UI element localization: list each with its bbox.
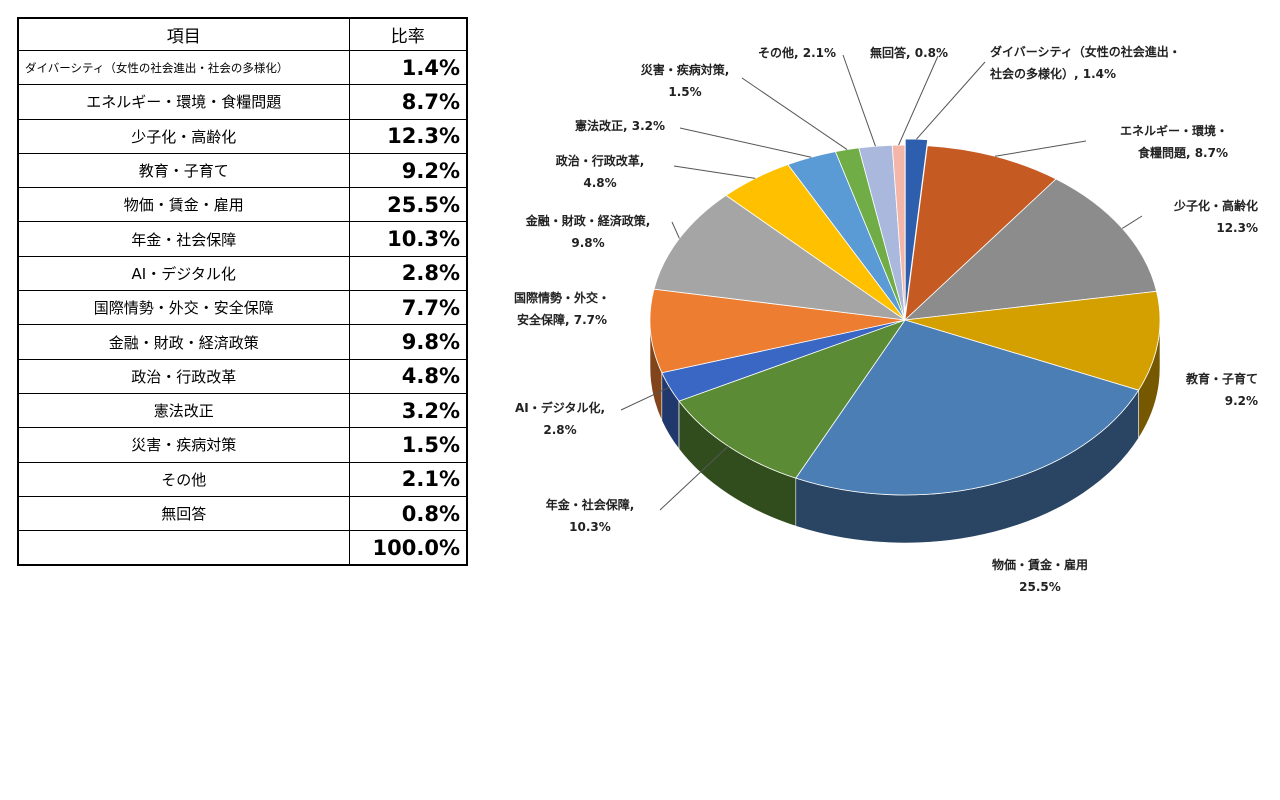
pie-slice-0 [904,138,929,315]
slice-label-0: 社会の多様化）, 1.4% [989,66,1116,81]
pie-slice-8 [653,194,906,321]
leader-line-9 [673,165,756,179]
leader-line-1 [994,140,1087,157]
table-row: 憲法改正 3.2% [17,392,468,429]
slice-label-5: 10.3% [569,520,611,534]
total-item-cell [17,530,350,566]
leader-line-5 [659,445,729,511]
pie-slice-1 [904,145,1057,322]
leader-line-12 [842,54,876,147]
slice-label-9: 政治・行政改革, [556,153,645,168]
pie-slice-3 [904,290,1161,391]
slice-label-1: エネルギー・環境・ [1120,123,1228,138]
ratio-cell: 10.3% [348,221,468,257]
slice-label-7: 安全保障, 7.7% [517,312,607,327]
ratio-cell: 2.8% [348,255,468,292]
table-row: 年金・社会保障 10.3% [17,221,468,257]
total-ratio-cell: 100.0% [348,530,468,566]
leader-line-10 [679,127,812,158]
slice-label-8: 金融・財政・経済政策, [525,213,651,228]
ratio-cell: 4.8% [348,358,468,394]
item-cell: AI・デジタル化 [17,255,350,292]
slice-label-5: 年金・社会保障, [546,497,635,512]
table-row: ダイバーシティ（女性の社会進出・社会の多様化） 1.4% [17,49,468,86]
ratio-table: 項目 比率 ダイバーシティ（女性の社会進出・社会の多様化） 1.4% エネルギー・環… [17,17,468,567]
ratio-cell: 1.5% [348,427,468,463]
ratio-cell: 7.7% [348,290,468,326]
slice-label-9: 4.8% [583,176,616,190]
item-cell: 無回答 [17,495,350,532]
table-header-row: 項目 比率 [17,17,468,51]
slice-label-3: 9.2% [1225,394,1258,408]
table-row: エネルギー・環境・食糧問題 8.7% [17,84,468,120]
item-cell: エネルギー・環境・食糧問題 [17,84,350,120]
slice-label-12: その他, 2.1% [758,45,836,60]
leader-line-8 [671,221,680,239]
slice-label-1: 食糧問題, 8.7% [1137,145,1228,160]
slice-label-7: 国際情勢・外交・ [514,290,610,305]
table-row: 災害・疾病対策 1.5% [17,427,468,463]
slice-label-3: 教育・子育て [1185,371,1258,386]
table-row: 国際情勢・外交・安全保障 7.7% [17,290,468,326]
slice-label-4: 物価・賃金・雇用 [992,557,1088,572]
pie-slice-5 [678,319,907,479]
leader-line-6 [620,386,670,411]
slice-label-13: 無回答, 0.8% [870,45,948,60]
slice-label-4: 25.5% [1019,580,1061,594]
leader-line-11 [741,77,848,150]
item-cell: 物価・賃金・雇用 [17,187,350,223]
ratio-cell: 25.5% [348,187,468,223]
table-total-row: 100.0% [17,530,468,566]
pie-slice-13 [891,144,906,321]
table-row: AI・デジタル化 2.8% [17,255,468,292]
ratio-cell: 0.8% [348,495,468,532]
slice-label-10: 憲法改正, 3.2% [574,118,665,133]
item-cell: 教育・子育て [17,152,350,189]
pie-slice-4 [795,319,1140,496]
slice-label-6: 2.8% [543,423,576,437]
leader-line-0 [916,61,986,140]
slice-label-0: ダイバーシティ（女性の社会進出・ [990,44,1181,59]
slice-label-6: AI・デジタル化, [515,400,605,415]
table-row: 金融・財政・経済政策 9.8% [17,324,468,360]
leader-line-2 [1122,215,1143,229]
ratio-cell: 2.1% [348,461,468,497]
slice-label-11: 災害・疾病対策, [641,62,730,77]
table-row: 無回答 0.8% [17,495,468,532]
leader-line-13 [898,55,939,146]
item-cell: 年金・社会保障 [17,221,350,257]
slice-label-11: 1.5% [668,85,701,99]
item-cell: 金融・財政・経済政策 [17,324,350,360]
header-ratio: 比率 [348,17,468,51]
pie-slice-7 [649,288,906,374]
table-row: 政治・行政改革 4.8% [17,358,468,394]
table-row: 物価・賃金・雇用 25.5% [17,187,468,223]
pie-slice-2 [903,178,1158,321]
slice-label-8: 9.8% [571,236,604,250]
item-cell: 国際情勢・外交・安全保障 [17,290,350,326]
slice-label-2: 少子化・高齢化 [1173,198,1258,213]
ratio-cell: 3.2% [348,392,468,429]
item-cell: 憲法改正 [17,392,350,429]
item-cell: 政治・行政改革 [17,358,350,394]
slice-label-2: 12.3% [1216,221,1258,235]
